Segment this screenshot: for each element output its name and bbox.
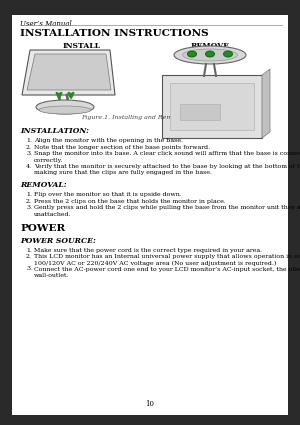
Text: INSTALLATION:: INSTALLATION: — [20, 127, 89, 135]
Text: INSTALLATION INSTRUCTIONS: INSTALLATION INSTRUCTIONS — [20, 29, 208, 38]
Ellipse shape — [36, 100, 94, 114]
Text: Align the monitor with the opening in the base.: Align the monitor with the opening in th… — [34, 138, 183, 143]
Text: 3.: 3. — [26, 266, 32, 272]
Ellipse shape — [188, 51, 196, 57]
Polygon shape — [262, 69, 270, 138]
Text: Connect the AC-power cord one end to your LCD monitor’s AC-input socket, the oth: Connect the AC-power cord one end to you… — [34, 266, 300, 272]
Text: 2.: 2. — [26, 144, 32, 150]
Ellipse shape — [206, 51, 214, 57]
Text: Press the 2 clips on the base that holds the monitor in place.: Press the 2 clips on the base that holds… — [34, 198, 226, 204]
Text: 3.: 3. — [26, 205, 32, 210]
Ellipse shape — [182, 49, 238, 61]
Text: making sure that the clips are fully engaged in the base.: making sure that the clips are fully eng… — [34, 170, 212, 175]
FancyBboxPatch shape — [180, 104, 220, 120]
Text: Flip over the monitor so that it is upside down.: Flip over the monitor so that it is upsi… — [34, 192, 182, 197]
Text: Make sure that the power cord is the correct type required in your area.: Make sure that the power cord is the cor… — [34, 247, 262, 252]
Text: 2.: 2. — [26, 198, 32, 204]
Text: 3.: 3. — [26, 151, 32, 156]
Text: INSTALL: INSTALL — [63, 42, 101, 50]
Text: wall-outlet.: wall-outlet. — [34, 273, 70, 278]
Text: REMOVE: REMOVE — [190, 42, 230, 50]
FancyBboxPatch shape — [170, 83, 254, 130]
Text: unattached.: unattached. — [34, 212, 71, 216]
Text: This LCD monitor has an Internal universal power supply that allows operation in: This LCD monitor has an Internal univers… — [34, 254, 300, 259]
Text: POWER: POWER — [20, 224, 65, 232]
FancyBboxPatch shape — [162, 75, 262, 138]
Text: User’s Manual: User’s Manual — [20, 20, 72, 28]
Text: 1.: 1. — [26, 192, 32, 197]
Text: correctly.: correctly. — [34, 158, 63, 162]
Text: 10: 10 — [146, 400, 154, 408]
Text: 1.: 1. — [26, 247, 32, 252]
Ellipse shape — [39, 106, 91, 114]
Text: Gently press and hold the 2 clips while pulling the base from the monitor unit t: Gently press and hold the 2 clips while … — [34, 205, 300, 210]
Ellipse shape — [174, 46, 246, 64]
Text: Snap the monitor into its base. A clear click sound will affirm that the base is: Snap the monitor into its base. A clear … — [34, 151, 300, 156]
Text: Figure.1. Installing and Removing the Base: Figure.1. Installing and Removing the Ba… — [81, 115, 219, 120]
Polygon shape — [27, 54, 111, 90]
Text: 2.: 2. — [26, 254, 32, 259]
Text: 100/120V AC or 220/240V AC voltage area (No user adjustment is required.): 100/120V AC or 220/240V AC voltage area … — [34, 261, 276, 266]
Text: 1.: 1. — [26, 138, 32, 143]
Text: POWER SOURCE:: POWER SOURCE: — [20, 236, 96, 244]
Text: Verify that the monitor is securely attached to the base by looking at the botto: Verify that the monitor is securely atta… — [34, 164, 300, 168]
Text: REMOVAL:: REMOVAL: — [20, 181, 67, 189]
Polygon shape — [22, 50, 115, 95]
Text: Note that the longer section of the base points forward.: Note that the longer section of the base… — [34, 144, 210, 150]
Ellipse shape — [224, 51, 232, 57]
Text: 4.: 4. — [26, 164, 32, 168]
